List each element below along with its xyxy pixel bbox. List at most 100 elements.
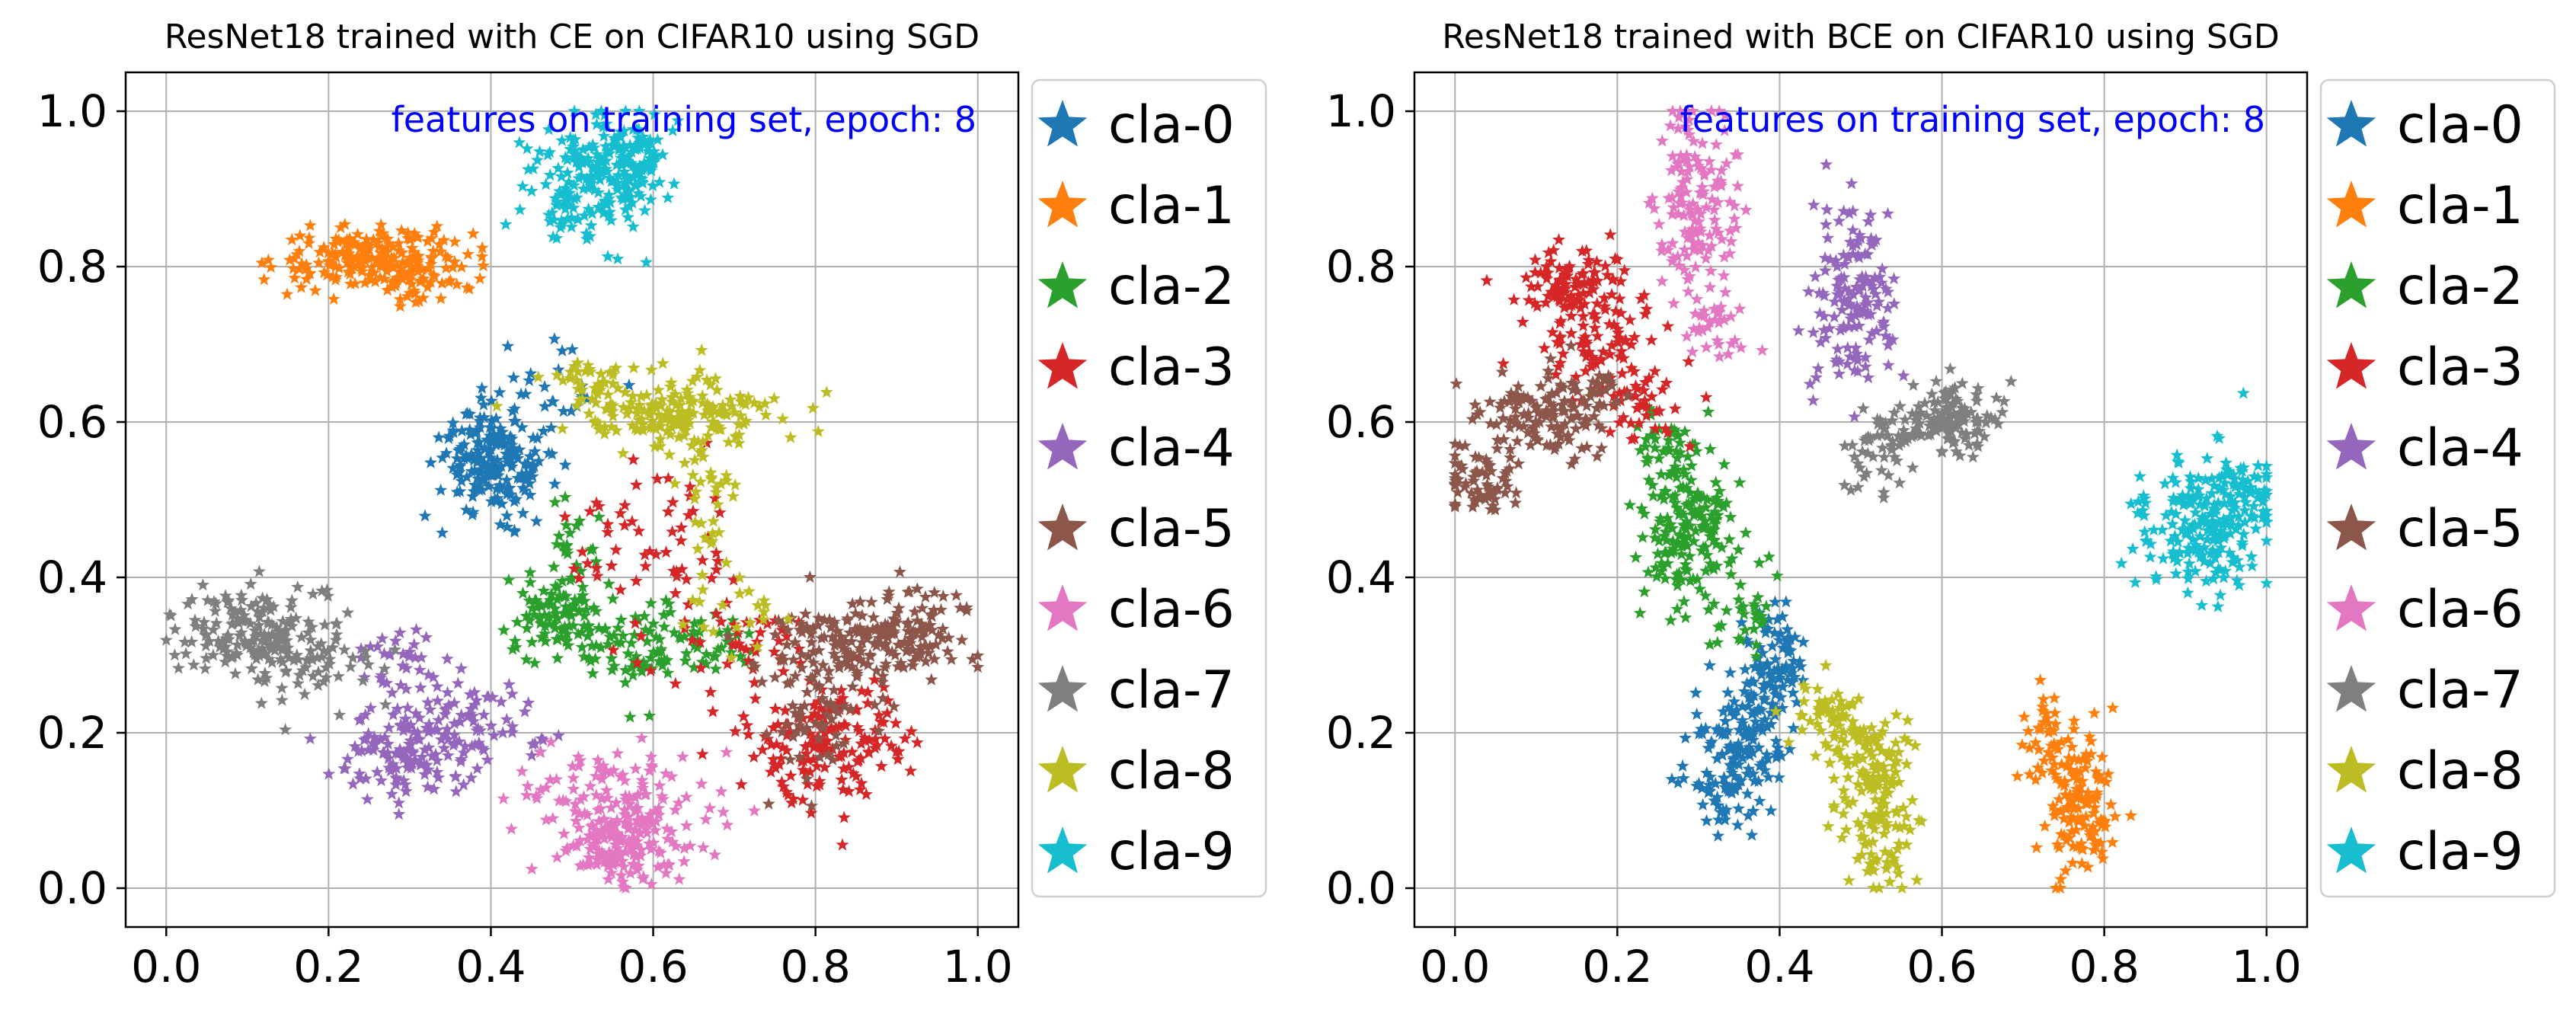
scatter-point-cla-3	[756, 743, 769, 756]
scatter-point-cla-8	[532, 370, 545, 383]
scatter-point-cla-5	[1551, 427, 1564, 440]
scatter-point-cla-8	[571, 365, 585, 378]
scatter-point-cla-6	[566, 759, 580, 772]
scatter-point-cla-1	[386, 240, 400, 253]
scatter-point-cla-0	[557, 404, 570, 417]
scatter-point-cla-9	[2245, 559, 2259, 572]
scatter-point-cla-4	[382, 721, 396, 734]
scatter-point-cla-0	[1763, 667, 1776, 679]
scatter-point-cla-5	[777, 653, 791, 667]
scatter-point-cla-4	[398, 778, 412, 791]
scatter-point-cla-1	[2031, 761, 2045, 774]
scatter-point-cla-1	[434, 292, 448, 305]
scatter-point-cla-0	[1740, 676, 1754, 689]
legend-label-cla-3: cla-3	[2397, 337, 2523, 398]
scatter-point-cla-2	[551, 632, 564, 646]
epoch-annotation: features on training set, epoch: 8	[1680, 99, 2265, 140]
scatter-point-cla-0	[526, 459, 539, 472]
scatter-point-cla-0	[495, 497, 509, 510]
scatter-point-cla-1	[2076, 774, 2089, 787]
scatter-point-cla-1	[407, 226, 421, 240]
scatter-point-cla-9	[2231, 553, 2245, 567]
scatter-point-cla-6	[622, 789, 636, 802]
scatter-point-cla-4	[425, 749, 439, 762]
scatter-point-cla-5	[815, 718, 829, 730]
scatter-point-cla-3	[837, 810, 851, 823]
scatter-point-cla-3	[1582, 345, 1596, 358]
scatter-point-cla-6	[649, 814, 663, 827]
scatter-point-cla-9	[499, 217, 513, 230]
scatter-point-cla-3	[1569, 272, 1583, 285]
scatter-point-cla-9	[619, 176, 633, 189]
scatter-point-cla-8	[1893, 820, 1906, 834]
scatter-point-cla-8	[693, 363, 707, 376]
scatter-point-cla-9	[611, 183, 625, 196]
scatter-point-cla-7	[1988, 412, 2002, 425]
scatter-point-cla-3	[1606, 273, 1619, 286]
scatter-point-cla-0	[1740, 787, 1754, 800]
scatter-point-cla-2	[551, 651, 564, 664]
scatter-point-cla-2	[1639, 432, 1653, 446]
scatter-point-cla-8	[724, 651, 739, 663]
scatter-point-cla-3	[634, 629, 648, 642]
scatter-point-cla-2	[667, 625, 681, 638]
scatter-point-cla-4	[399, 682, 413, 695]
scatter-point-cla-6	[624, 866, 638, 879]
scatter-point-cla-4	[348, 740, 362, 753]
scatter-point-cla-0	[1747, 767, 1760, 780]
scatter-point-cla-2	[1711, 635, 1724, 648]
scatter-point-cla-8	[1868, 809, 1881, 822]
scatter-point-cla-7	[1912, 399, 1926, 412]
scatter-point-cla-4	[1873, 270, 1887, 283]
scatter-point-cla-5	[891, 638, 905, 651]
scatter-point-cla-4	[388, 634, 402, 647]
scatter-point-cla-8	[1878, 845, 1892, 858]
scatter-point-cla-1	[2057, 778, 2071, 791]
scatter-point-cla-3	[666, 525, 679, 538]
scatter-point-cla-9	[2181, 564, 2195, 577]
scatter-point-cla-5	[1488, 503, 1502, 516]
scatter-point-cla-8	[644, 363, 658, 376]
scatter-point-cla-0	[555, 344, 569, 356]
scatter-point-cla-1	[395, 223, 408, 237]
scatter-point-cla-3	[831, 697, 845, 710]
scatter-point-cla-4	[434, 733, 448, 746]
scatter-point-cla-2	[1664, 421, 1678, 435]
scatter-point-cla-0	[446, 424, 460, 436]
scatter-point-cla-0	[1696, 798, 1710, 810]
scatter-point-cla-3	[1558, 268, 1571, 281]
scatter-point-cla-2	[1703, 638, 1717, 651]
scatter-point-cla-2	[1678, 424, 1692, 438]
scatter-point-cla-0	[471, 454, 484, 467]
scatter-point-cla-4	[1887, 297, 1901, 310]
scatter-point-cla-3	[731, 625, 745, 638]
scatter-point-cla-3	[748, 676, 762, 689]
scatter-point-cla-2	[1683, 549, 1696, 562]
scatter-point-cla-4	[1821, 231, 1835, 244]
scatter-point-cla-8	[728, 405, 742, 418]
scatter-point-cla-8	[1879, 820, 1893, 833]
scatter-point-cla-9	[583, 229, 597, 242]
scatter-point-cla-6	[534, 783, 548, 796]
scatter-point-cla-0	[1721, 724, 1734, 737]
scatter-point-cla-6	[577, 789, 591, 803]
scatter-point-cla-4	[469, 693, 484, 706]
scatter-point-cla-0	[452, 465, 466, 478]
scatter-point-cla-0	[483, 434, 497, 447]
scatter-point-cla-7	[281, 646, 295, 660]
scatter-point-cla-5	[873, 637, 887, 650]
scatter-point-cla-7	[260, 593, 273, 606]
scatter-point-cla-2	[607, 628, 621, 641]
scatter-point-cla-7	[1927, 412, 1941, 425]
scatter-point-cla-8	[1895, 881, 1909, 894]
scatter-point-cla-8	[636, 424, 650, 436]
scatter-point-cla-5	[927, 603, 941, 616]
scatter-point-cla-0	[1718, 715, 1732, 727]
scatter-point-cla-7	[234, 603, 248, 616]
scatter-point-cla-5	[1554, 378, 1568, 391]
scatter-point-cla-9	[2200, 491, 2213, 504]
scatter-point-cla-3	[1583, 286, 1596, 299]
scatter-point-cla-9	[594, 200, 608, 213]
scatter-point-cla-1	[389, 276, 403, 289]
scatter-point-cla-2	[559, 518, 573, 531]
